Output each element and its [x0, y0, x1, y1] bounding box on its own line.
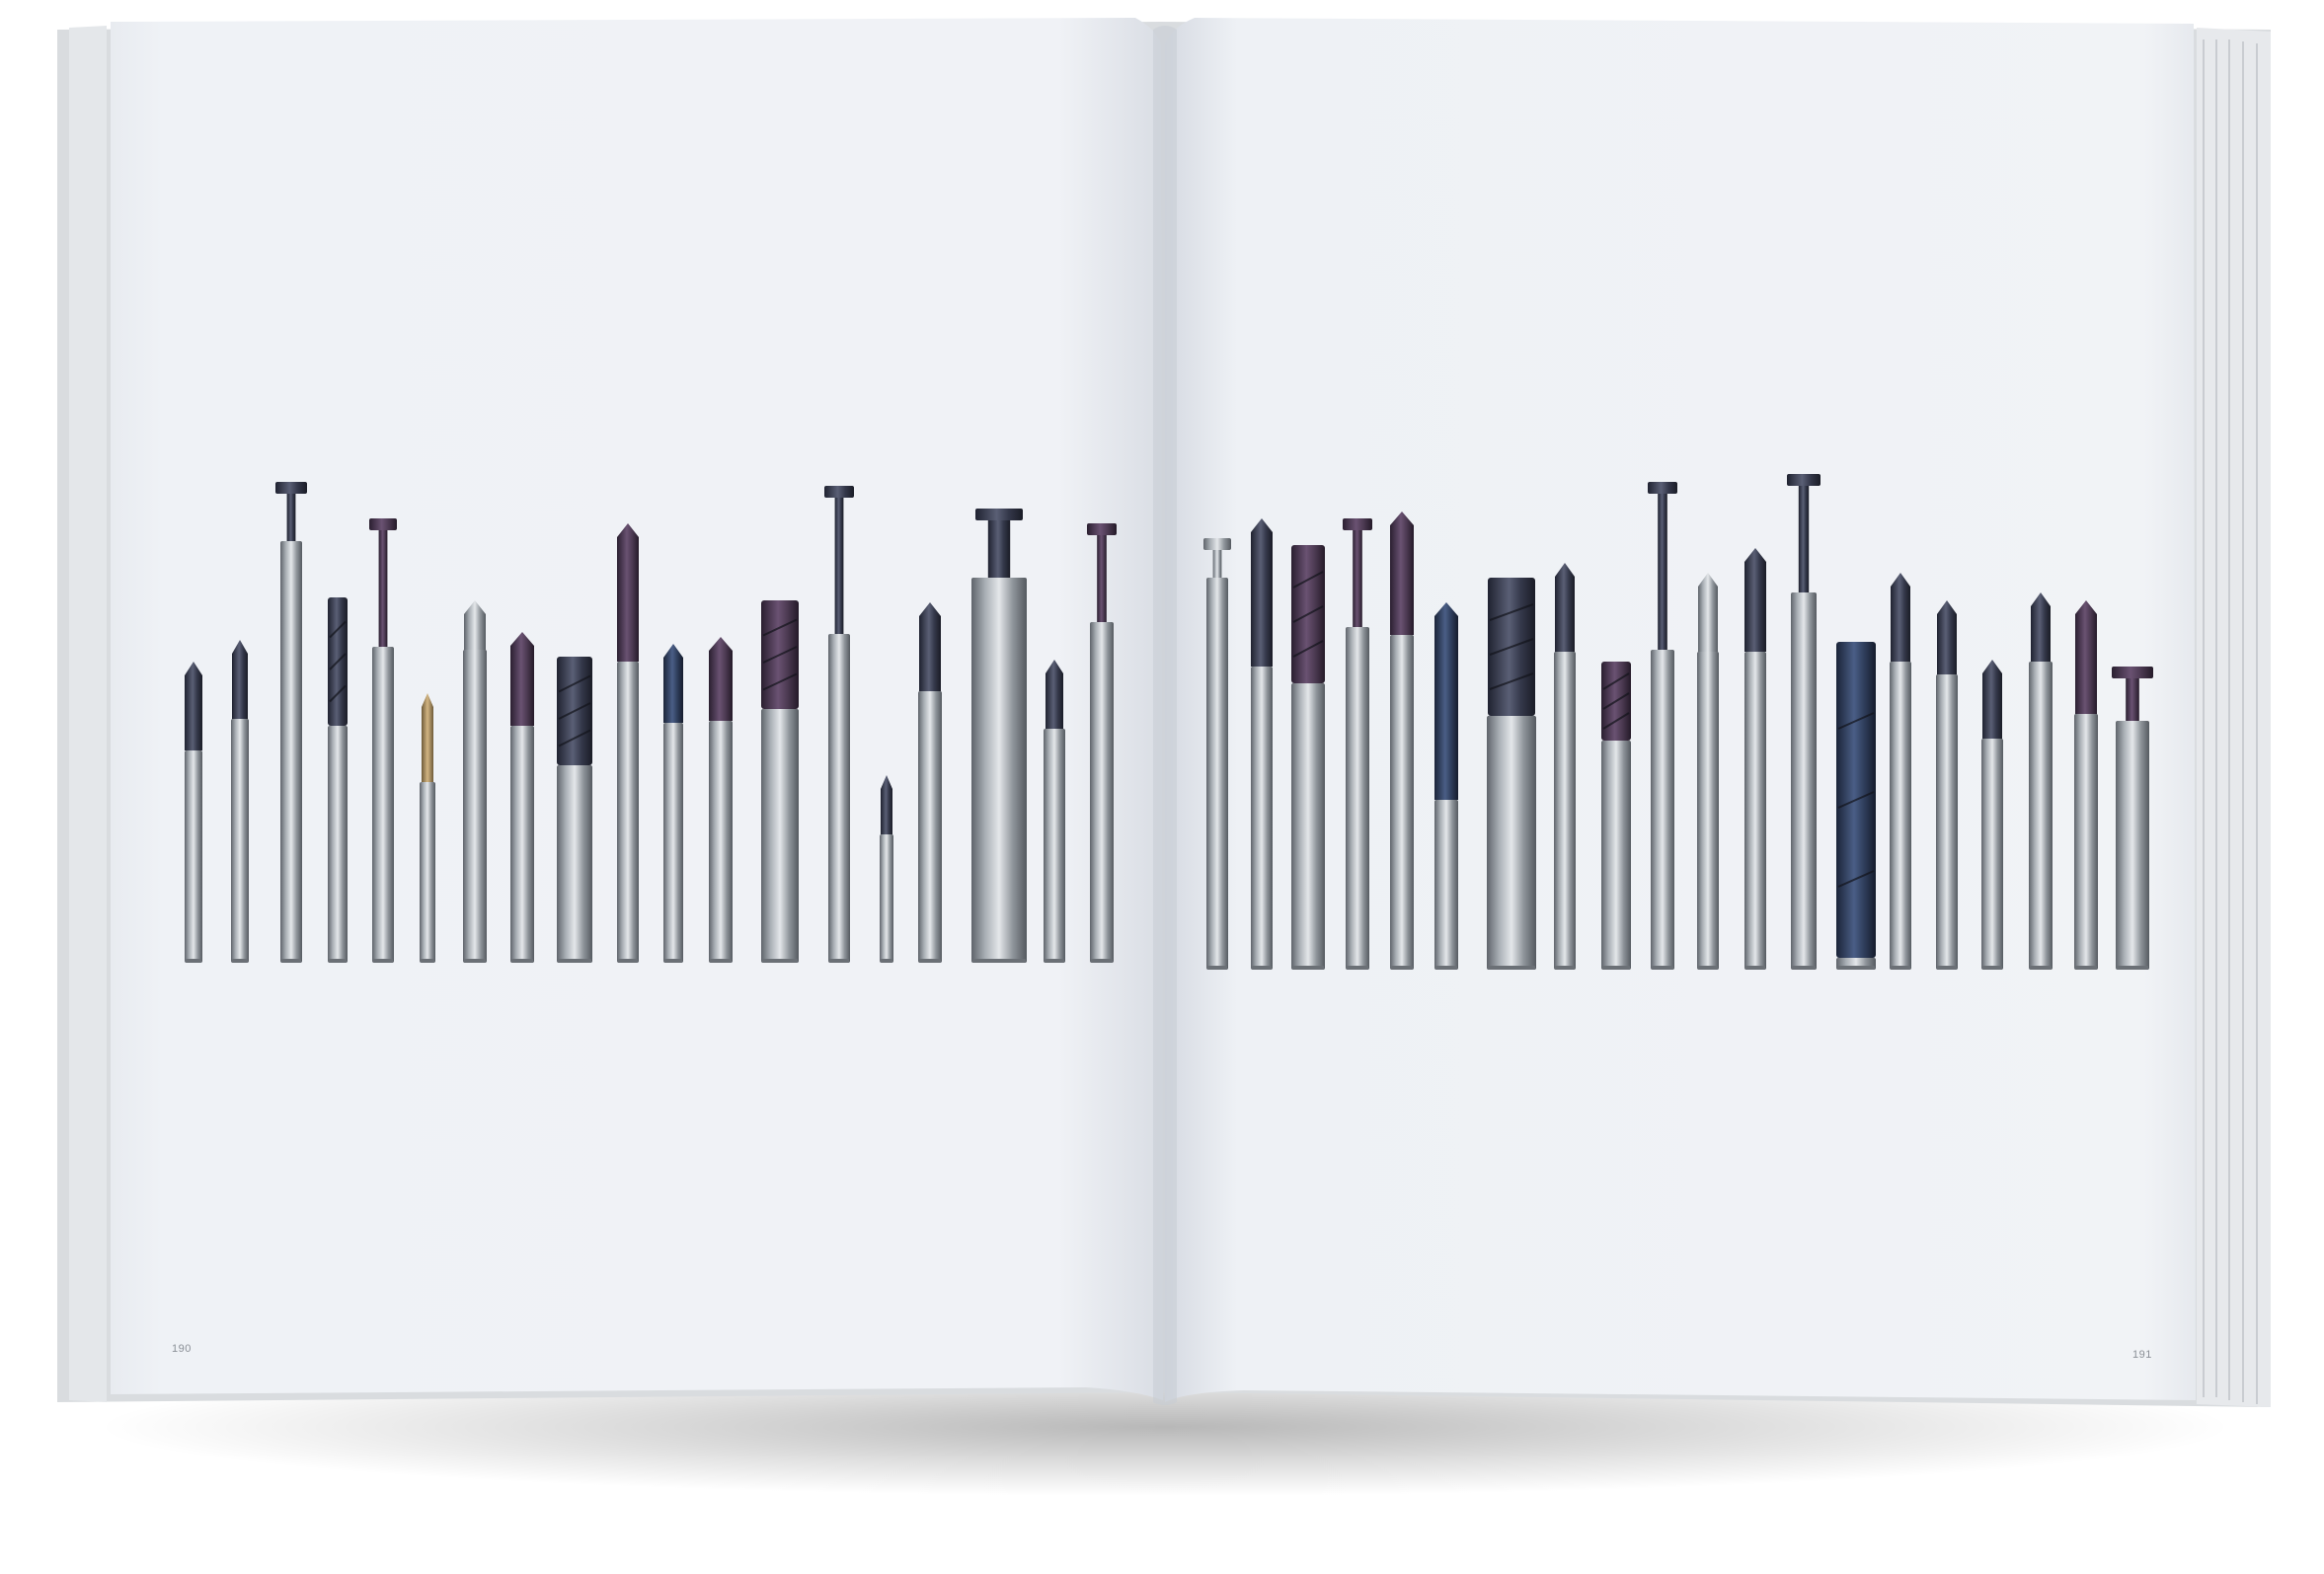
milling-cutter — [971, 509, 1027, 963]
milling-cutter — [231, 640, 249, 963]
milling-cutter — [1554, 563, 1576, 970]
milling-cutter — [663, 644, 683, 963]
milling-cutter — [1044, 660, 1065, 963]
milling-cutter — [369, 518, 397, 963]
milling-cutter — [1836, 642, 1876, 970]
milling-cutter — [463, 600, 487, 963]
milling-cutter — [617, 523, 639, 963]
left-page-stack — [69, 26, 107, 1402]
milling-cutter — [1251, 518, 1273, 970]
page-number-right: 191 — [2132, 1349, 2152, 1361]
milling-cutter — [1981, 660, 2003, 970]
milling-cutter — [2112, 667, 2153, 970]
milling-cutter — [185, 662, 202, 963]
page-edge-lines — [2203, 39, 2258, 1404]
milling-cutter — [1787, 474, 1820, 970]
cutter-row — [185, 474, 2153, 970]
milling-cutter — [824, 486, 854, 963]
milling-cutter — [2029, 592, 2053, 970]
milling-cutter — [1601, 662, 1631, 970]
milling-cutter — [1936, 600, 1958, 970]
milling-cutter — [709, 637, 733, 963]
milling-cutter — [918, 602, 942, 963]
milling-cutter — [1487, 578, 1536, 970]
milling-cutter — [557, 657, 592, 963]
milling-cutter — [1648, 482, 1677, 970]
milling-cutter — [1744, 548, 1766, 970]
milling-cutter — [1890, 573, 1911, 970]
milling-cutter — [880, 775, 893, 963]
milling-cutter — [1697, 573, 1719, 970]
milling-cutter — [1434, 602, 1458, 970]
milling-cutter — [420, 693, 435, 963]
milling-cutter — [1203, 538, 1231, 970]
milling-cutter — [510, 632, 534, 963]
milling-cutter — [1087, 523, 1117, 963]
page-number-left: 190 — [172, 1343, 192, 1355]
milling-cutter — [1343, 518, 1372, 970]
milling-cutter — [1291, 545, 1325, 970]
right-page-stack — [2197, 28, 2271, 1407]
milling-cutter — [275, 482, 307, 963]
book-gutter — [1153, 26, 1177, 1405]
right-page — [1165, 18, 2196, 1402]
milling-cutter — [328, 597, 348, 963]
milling-cutter — [761, 600, 799, 963]
milling-cutter — [1390, 512, 1414, 970]
milling-cutter — [2074, 600, 2098, 970]
